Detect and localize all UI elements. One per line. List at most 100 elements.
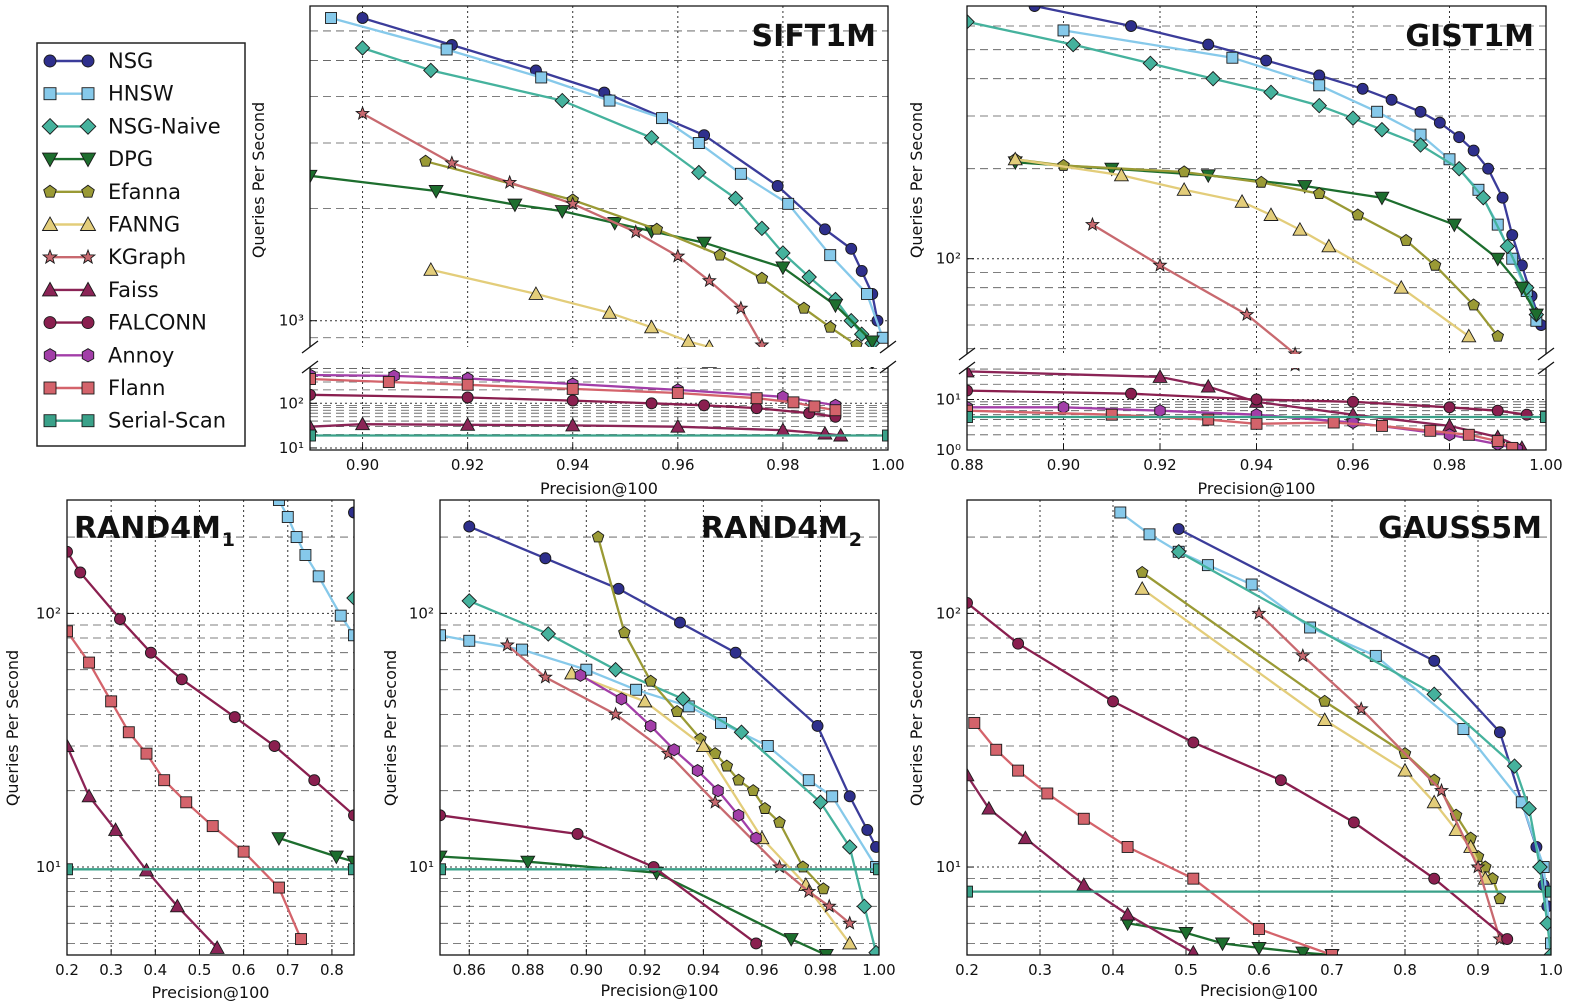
series-faiss <box>967 767 1199 955</box>
legend-marker <box>79 248 97 265</box>
data-point <box>628 224 644 239</box>
axis-break-mark <box>879 360 897 374</box>
upper-panel: 10³ <box>279 5 888 347</box>
data-point <box>1545 885 1551 898</box>
data-point <box>463 520 476 533</box>
data-point <box>1107 695 1119 708</box>
legend-marker <box>41 152 59 168</box>
data-point <box>824 353 836 364</box>
legend-label: FANNG <box>108 213 180 237</box>
data-point <box>757 367 767 368</box>
data-point <box>692 137 705 149</box>
series-fanng <box>1007 151 1477 343</box>
data-point <box>746 784 760 797</box>
data-point <box>1433 782 1450 798</box>
data-point <box>1214 937 1231 952</box>
data-point <box>499 637 515 652</box>
data-point <box>670 248 686 263</box>
data-point <box>855 265 868 277</box>
data-point <box>1028 6 1041 12</box>
x-tick-label: 0.88 <box>950 456 983 474</box>
data-point <box>826 790 839 803</box>
data-point <box>355 105 371 120</box>
data-point <box>870 841 879 853</box>
data-point <box>637 693 653 708</box>
chart-gauss5m: 10¹ 10² 0.2 0.3 0.4 0.5 0.6 0.7 0.8 0.9 1.0 GAUSS5M… <box>907 499 1563 1000</box>
data-point <box>428 185 444 199</box>
plot-panel: 10¹ 10² 0.2 0.3 0.4 0.5 0.6 0.7 0.8 0.9 1.0 <box>936 500 1563 979</box>
data-point <box>761 740 774 752</box>
lower-panel: 10¹ 10² 0.90 0.92 0.94 0.96 0.98 1.00 <box>279 353 905 474</box>
data-point <box>1255 175 1268 188</box>
data-point <box>423 62 439 79</box>
data-point <box>348 629 354 642</box>
series-falconn <box>67 545 354 822</box>
legend-marker <box>43 316 57 330</box>
data-point <box>515 643 528 656</box>
data-point <box>1295 647 1311 663</box>
data-point <box>1540 411 1546 423</box>
data-point <box>1007 151 1023 166</box>
series-nsg <box>348 506 354 519</box>
x-tick-label: 1.00 <box>862 961 895 979</box>
legend-marker <box>81 348 95 363</box>
data-point <box>1239 306 1255 322</box>
data-point <box>696 236 712 251</box>
series-efanna <box>824 353 862 366</box>
y-axis-label: Queries Per Second <box>907 650 926 806</box>
y-axis-label: Queries Per Second <box>907 102 926 258</box>
data-point <box>691 164 707 181</box>
y-tick-label: 10¹ <box>409 858 434 876</box>
series-line <box>830 359 856 361</box>
series-nsg <box>1536 355 1547 366</box>
data-point <box>310 373 316 385</box>
series-dpg <box>871 367 874 369</box>
data-point <box>968 716 981 729</box>
legend-marker <box>41 117 59 135</box>
y-tick-label: 10² <box>936 250 961 268</box>
data-point <box>180 796 193 809</box>
data-point <box>1482 162 1495 175</box>
data-point <box>1313 69 1326 82</box>
data-point <box>1356 82 1369 95</box>
data-point <box>1263 84 1279 101</box>
legend-item-nsg-naive: NSG-Naive <box>41 114 221 138</box>
y-tick-label: 10² <box>279 394 304 412</box>
data-point <box>67 625 73 638</box>
series-efanna <box>1008 152 1505 342</box>
series-dpg <box>1529 353 1543 365</box>
data-point <box>1536 355 1547 366</box>
series-kgraph <box>1290 368 1300 372</box>
data-point <box>967 13 975 30</box>
data-point <box>1202 38 1215 51</box>
data-point <box>733 300 749 315</box>
data-point <box>783 933 799 947</box>
plot-panel: 10¹ 10² 0.86 0.88 0.90 0.92 0.94 0.96 0.98 1.00 <box>409 500 896 979</box>
data-point <box>574 668 587 682</box>
data-point <box>1397 762 1413 777</box>
x-tick-label: 0.94 <box>556 456 589 474</box>
data-point <box>1521 800 1537 817</box>
data-point <box>775 245 791 261</box>
data-point <box>1295 946 1311 955</box>
series-line <box>967 774 1194 954</box>
data-point <box>615 692 628 706</box>
legend-marker <box>79 216 97 231</box>
data-point <box>670 418 686 433</box>
legend-marker <box>81 184 95 198</box>
data-point <box>1057 24 1070 37</box>
x-tick-label: 0.96 <box>661 456 694 474</box>
data-point <box>1426 686 1442 703</box>
axis-break-mark <box>301 340 319 354</box>
axis-break-mark <box>301 360 319 374</box>
data-point <box>209 940 225 954</box>
axis-break-mark <box>958 347 976 361</box>
data-point <box>1375 419 1388 432</box>
legend-marker <box>79 281 97 297</box>
data-point <box>750 402 763 415</box>
data-point <box>864 335 880 347</box>
data-point <box>680 367 696 368</box>
legend-item-serial-scan: Serial-Scan <box>43 409 226 433</box>
data-point <box>272 500 285 506</box>
